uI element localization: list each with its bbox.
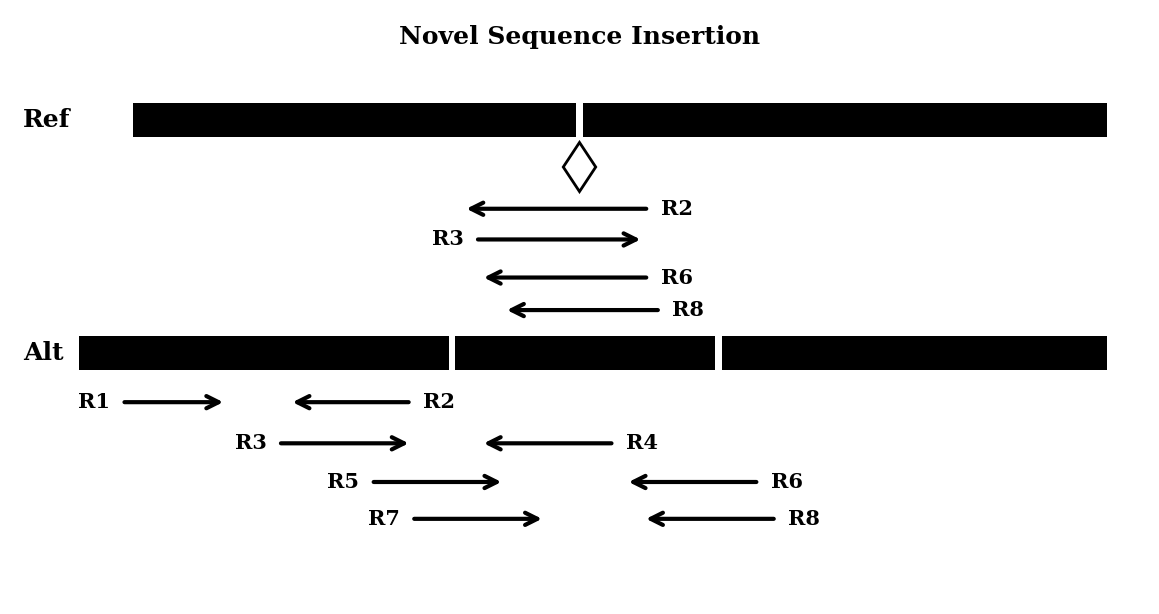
Text: R3: R3 bbox=[431, 230, 464, 249]
Text: R2: R2 bbox=[661, 199, 693, 219]
Text: R2: R2 bbox=[423, 392, 455, 412]
Bar bbox=[722, 336, 1107, 370]
Bar bbox=[455, 336, 715, 370]
Text: R4: R4 bbox=[626, 433, 658, 453]
Text: Ref: Ref bbox=[23, 107, 71, 132]
Text: R5: R5 bbox=[327, 472, 359, 492]
Bar bbox=[79, 336, 449, 370]
Text: R8: R8 bbox=[672, 300, 705, 320]
Bar bbox=[583, 103, 1107, 136]
Text: R8: R8 bbox=[788, 509, 821, 529]
Text: R6: R6 bbox=[661, 268, 693, 287]
Text: R7: R7 bbox=[367, 509, 400, 529]
Polygon shape bbox=[563, 142, 596, 192]
Text: R1: R1 bbox=[78, 392, 110, 412]
Text: Novel Sequence Insertion: Novel Sequence Insertion bbox=[399, 25, 760, 49]
Bar bbox=[133, 103, 576, 136]
Text: R6: R6 bbox=[771, 472, 803, 492]
Text: R3: R3 bbox=[234, 433, 267, 453]
Text: Alt: Alt bbox=[23, 341, 64, 365]
